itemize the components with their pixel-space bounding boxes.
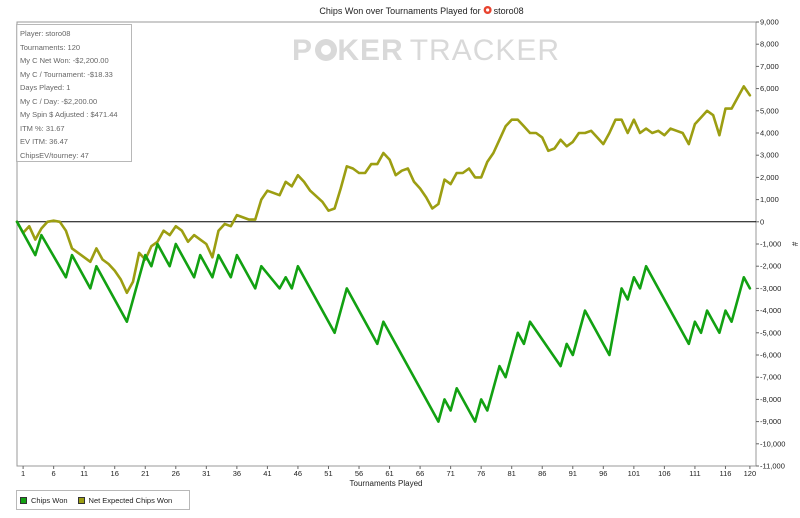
y-tick-label: 0 bbox=[760, 217, 764, 226]
y-tick-label: -2,000 bbox=[760, 262, 781, 271]
x-axis: 1 6 11 16 21 26 31 36 41 46 51 56 61 66 71 76 81 86 91 96 10… bbox=[21, 466, 756, 478]
stat-ev-itm: EV ITM: 36.47 bbox=[20, 137, 68, 146]
y-tick-label: 4,000 bbox=[760, 129, 779, 138]
watermark: POKERTRACKER bbox=[292, 34, 560, 67]
x-tick-label: 51 bbox=[324, 469, 332, 478]
y-tick-label: -8,000 bbox=[760, 395, 781, 404]
poker-chip-center bbox=[486, 8, 490, 12]
y-tick-label: 9,000 bbox=[760, 18, 779, 27]
y-tick-label: -1,000 bbox=[760, 240, 781, 249]
stat-tournaments: Tournaments: 120 bbox=[20, 42, 81, 52]
legend-item-chips-won[interactable]: Chips Won bbox=[20, 496, 68, 505]
legend-swatch-net-expected bbox=[77, 496, 85, 504]
watermark-part1: P bbox=[292, 34, 313, 67]
x-tick-label: 101 bbox=[628, 469, 641, 478]
stat-spin-adjusted: My Spin $ Adjusted : $471.44 bbox=[20, 110, 118, 119]
y-tick-label: -9,000 bbox=[760, 417, 781, 426]
y-tick-label: -11,000 bbox=[760, 462, 785, 471]
x-tick-label: 46 bbox=[294, 469, 302, 478]
stat-chipsev: ChipsEV/tourney: 47 bbox=[20, 150, 89, 160]
legend-label-net-expected: Net Expected Chips Won bbox=[88, 495, 173, 505]
x-tick-label: 6 bbox=[52, 469, 56, 478]
watermark-part2: KER bbox=[337, 34, 403, 67]
stat-per-tournament: My C / Tournament: -$18.33 bbox=[20, 69, 113, 79]
y-tick-label: 3,000 bbox=[760, 151, 779, 160]
poker-chip-icon bbox=[483, 6, 492, 14]
x-tick-label: 31 bbox=[202, 469, 210, 478]
x-tick-label: 81 bbox=[508, 469, 516, 478]
y-axis-label: # bbox=[790, 242, 799, 247]
y-tick-label: -6,000 bbox=[760, 351, 781, 360]
x-tick-label: 26 bbox=[172, 469, 180, 478]
series-line-net-expected bbox=[15, 85, 752, 295]
x-axis-label: Tournaments Played bbox=[350, 479, 423, 488]
chart-title-player: storo08 bbox=[494, 6, 524, 16]
y-tick-label: 1,000 bbox=[760, 195, 779, 204]
y-tick-label: -3,000 bbox=[760, 284, 781, 293]
x-tick-label: 66 bbox=[416, 469, 424, 478]
stat-net-won: My C Net Won: -$2,200.00 bbox=[20, 56, 109, 65]
legend-label-chips-won: Chips Won bbox=[31, 495, 68, 505]
x-tick-label: 11 bbox=[80, 469, 88, 478]
legend: Chips Won Net Expected Chips Won bbox=[16, 490, 190, 510]
spade-chip-icon bbox=[315, 39, 337, 61]
legend-swatch-chips-won bbox=[20, 496, 27, 504]
x-tick-label: 86 bbox=[538, 469, 546, 478]
y-tick-label: -7,000 bbox=[760, 373, 781, 382]
y-tick-label: 8,000 bbox=[760, 40, 779, 49]
stats-box: Player: storo08 Tournaments: 120 My C Ne… bbox=[16, 24, 132, 162]
y-tick-label: 2,000 bbox=[760, 173, 779, 182]
legend-item-net-expected[interactable]: Net Expected Chips Won bbox=[77, 495, 173, 505]
y-tick-label: -10,000 bbox=[760, 439, 785, 448]
x-tick-label: 61 bbox=[385, 469, 393, 478]
x-tick-label: 91 bbox=[569, 469, 577, 478]
stat-itm: ITM %: 31.67 bbox=[20, 123, 65, 133]
watermark-part3: TRACKER bbox=[410, 34, 560, 67]
x-tick-label: 120 bbox=[744, 469, 757, 478]
y-axis: 9,000 8,000 7,000 6,000 5,000 4,000 3,000 2,000… bbox=[756, 18, 785, 471]
chart-title-prefix: Chips Won over Tournaments Played for bbox=[319, 6, 480, 16]
x-tick-label: 111 bbox=[689, 469, 700, 478]
x-tick-label: 41 bbox=[263, 469, 271, 478]
x-tick-label: 1 bbox=[21, 469, 25, 478]
stat-days-played: Days Played: 1 bbox=[20, 83, 71, 92]
watermark-chip-center bbox=[321, 45, 331, 55]
x-tick-label: 106 bbox=[658, 469, 671, 478]
series-line-chips-won bbox=[15, 220, 752, 423]
x-tick-label: 56 bbox=[355, 469, 363, 478]
stat-player: Player: storo08 bbox=[20, 29, 71, 38]
y-tick-label: -4,000 bbox=[760, 306, 781, 315]
y-tick-label: 7,000 bbox=[760, 62, 779, 71]
y-tick-label: 5,000 bbox=[760, 106, 779, 115]
y-tick-label: -5,000 bbox=[760, 328, 781, 337]
x-tick-label: 116 bbox=[719, 469, 731, 478]
chart-title: Chips Won over Tournaments Played for bbox=[319, 6, 480, 16]
x-tick-label: 36 bbox=[233, 469, 241, 478]
x-tick-label: 21 bbox=[141, 469, 149, 478]
x-tick-label: 16 bbox=[111, 469, 119, 478]
stat-per-day: My C / Day: -$2,200.00 bbox=[20, 96, 98, 106]
y-tick-label: 6,000 bbox=[760, 84, 779, 93]
series-layer bbox=[15, 85, 752, 423]
x-tick-label: 76 bbox=[477, 469, 485, 478]
x-tick-label: 96 bbox=[599, 469, 607, 478]
x-tick-label: 71 bbox=[446, 469, 454, 478]
